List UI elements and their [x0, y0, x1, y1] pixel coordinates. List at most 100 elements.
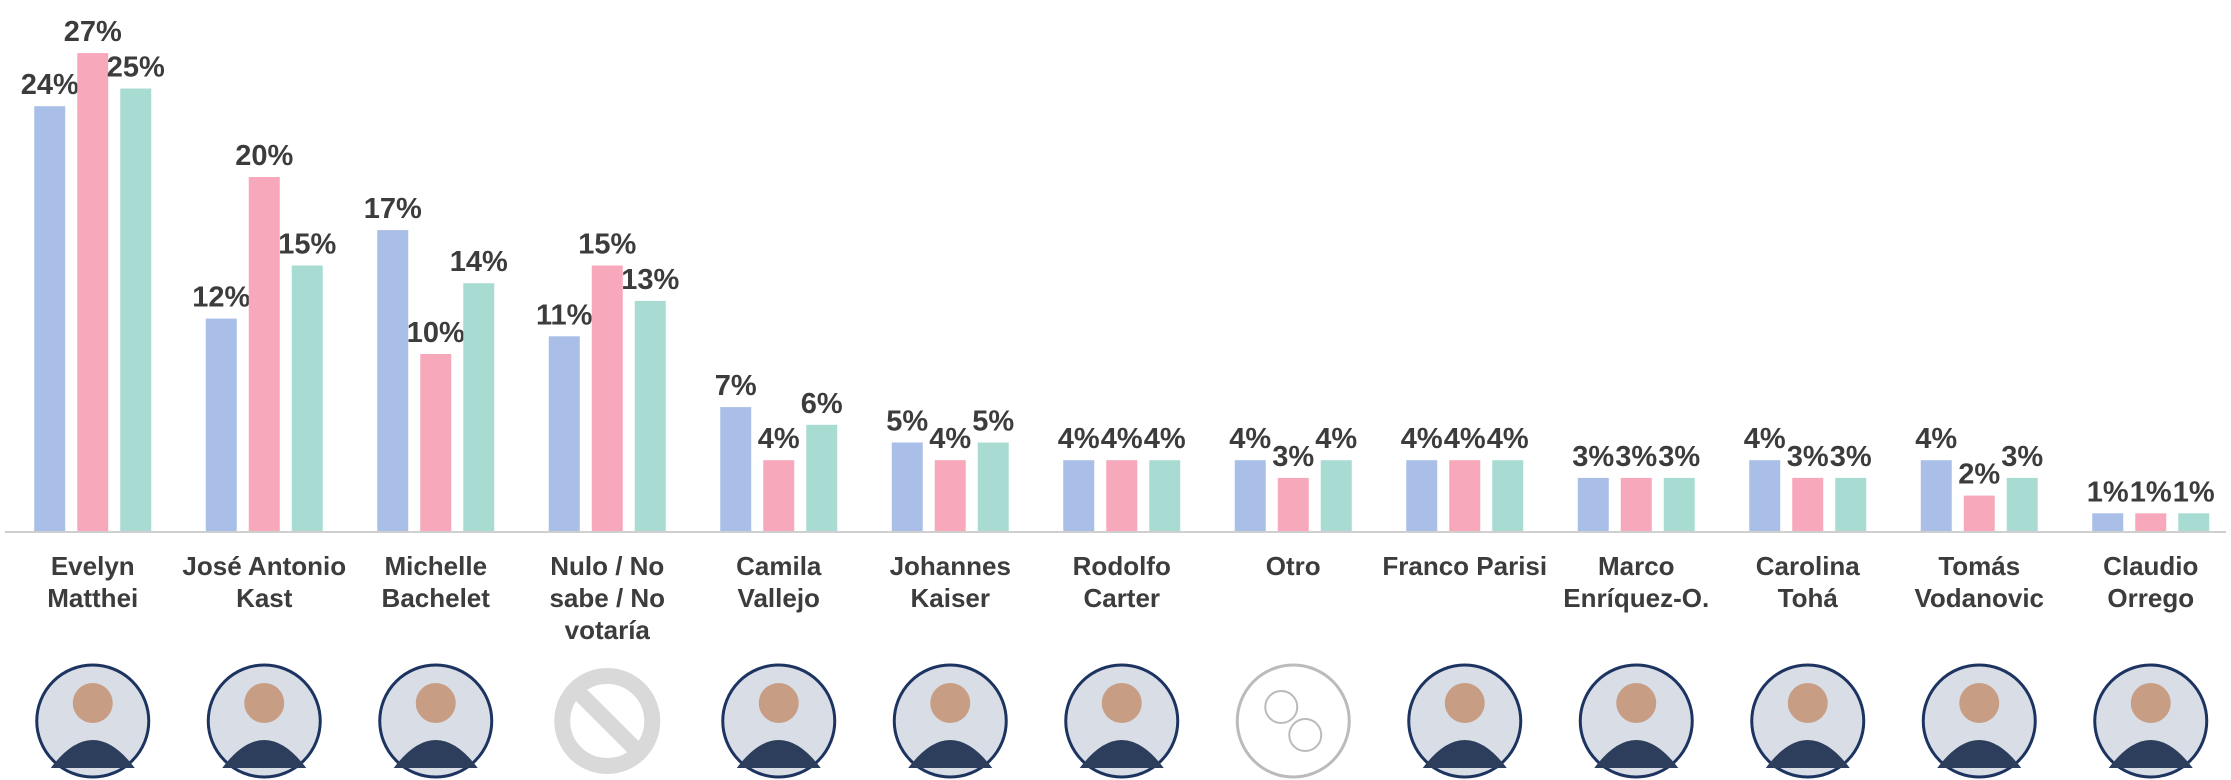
bar: [1321, 460, 1352, 531]
value-label: 4%: [1315, 423, 1357, 455]
value-label: 5%: [972, 406, 1014, 438]
chart: 24%27%25%12%20%15%17%10%14%11%15%13%7%4%…: [0, 0, 2231, 780]
value-label: 3%: [1830, 441, 1872, 473]
value-label: 4%: [1744, 423, 1786, 455]
category-label: Evelyn Matthei: [8, 550, 178, 614]
bar: [1406, 460, 1437, 531]
candidate-photo: [1066, 665, 1178, 777]
bar: [292, 266, 323, 532]
value-label: 1%: [2130, 476, 2172, 508]
candidate-photo: [380, 665, 492, 777]
bar: [978, 443, 1009, 532]
value-label: 15%: [578, 229, 636, 261]
photo-head: [930, 683, 970, 723]
value-label: 4%: [1229, 423, 1271, 455]
candidate-photo: [551, 665, 663, 777]
candidate-photo: [37, 665, 149, 777]
bar: [249, 177, 280, 531]
bar: [1106, 460, 1137, 531]
bar: [1621, 478, 1652, 531]
value-label: 4%: [1444, 423, 1486, 455]
bar: [2178, 513, 2209, 531]
category-label: Claudio Orrego: [2066, 550, 2231, 614]
bar: [2007, 478, 2038, 531]
value-label: 4%: [758, 423, 800, 455]
value-label: 4%: [1144, 423, 1186, 455]
category-label: Michelle Bachelet: [351, 550, 521, 614]
category-label: Nulo / No sabe / No votaría: [522, 550, 692, 646]
bar: [806, 425, 837, 531]
value-label: 1%: [2173, 476, 2215, 508]
value-label: 4%: [1401, 423, 1443, 455]
photo-frame: [1237, 665, 1349, 777]
value-label: 3%: [1615, 441, 1657, 473]
bar: [1835, 478, 1866, 531]
category-label: Camila Vallejo: [694, 550, 864, 614]
value-label: 25%: [107, 52, 165, 84]
bar: [1964, 496, 1995, 531]
category-label: Carolina Tohá: [1723, 550, 1893, 614]
bar: [1278, 478, 1309, 531]
bar: [892, 443, 923, 532]
value-label: 4%: [1487, 423, 1529, 455]
bar: [592, 266, 623, 532]
value-label: 6%: [801, 388, 843, 420]
bar: [420, 354, 451, 531]
bar: [2092, 513, 2123, 531]
value-label: 14%: [450, 246, 508, 278]
candidate-photo: [1580, 665, 1692, 777]
bar: [2135, 513, 2166, 531]
value-label: 10%: [407, 317, 465, 349]
bar: [120, 89, 151, 532]
photo-head: [1616, 683, 1656, 723]
value-label: 3%: [2001, 441, 2043, 473]
value-label: 4%: [1915, 423, 1957, 455]
value-label: 11%: [536, 299, 593, 331]
bar: [463, 283, 494, 531]
candidate-photo: [2095, 665, 2207, 777]
candidate-photo: [1752, 665, 1864, 777]
value-label: 7%: [715, 370, 757, 402]
bar: [377, 230, 408, 531]
value-label: 20%: [235, 140, 293, 172]
photo-head: [1445, 683, 1485, 723]
bar: [1921, 460, 1952, 531]
value-label: 15%: [278, 229, 336, 261]
value-label: 12%: [192, 282, 250, 314]
value-label: 2%: [1958, 459, 2000, 491]
candidate-photo: [723, 665, 835, 777]
bar: [1235, 460, 1266, 531]
bar: [1792, 478, 1823, 531]
value-label: 13%: [621, 264, 679, 296]
photo-head: [1102, 683, 1142, 723]
category-label: José Antonio Kast: [179, 550, 349, 614]
candidate-photo: [1409, 665, 1521, 777]
category-label: Otro: [1208, 550, 1378, 582]
value-label: 3%: [1272, 441, 1314, 473]
photo-head: [1959, 683, 1999, 723]
photo-head: [416, 683, 456, 723]
bar: [1749, 460, 1780, 531]
bar: [635, 301, 666, 531]
value-label: 24%: [21, 69, 79, 101]
bar: [935, 460, 966, 531]
bar: [1578, 478, 1609, 531]
bar: [549, 336, 580, 531]
candidate-photo: [1237, 665, 1349, 777]
value-label: 4%: [929, 423, 971, 455]
value-label: 17%: [364, 193, 422, 225]
bar: [763, 460, 794, 531]
chart-canvas: 24%27%25%12%20%15%17%10%14%11%15%13%7%4%…: [0, 0, 2231, 780]
bar: [1664, 478, 1695, 531]
candidate-photo: [208, 665, 320, 777]
candidate-photo: [894, 665, 1006, 777]
bar: [1492, 460, 1523, 531]
bar: [34, 106, 65, 531]
value-label: 4%: [1058, 423, 1100, 455]
category-label: Franco Parisi: [1380, 550, 1550, 582]
bar: [1449, 460, 1480, 531]
candidate-photo: [1923, 665, 2035, 777]
photo-head: [759, 683, 799, 723]
bar: [77, 53, 108, 531]
bar: [720, 407, 751, 531]
